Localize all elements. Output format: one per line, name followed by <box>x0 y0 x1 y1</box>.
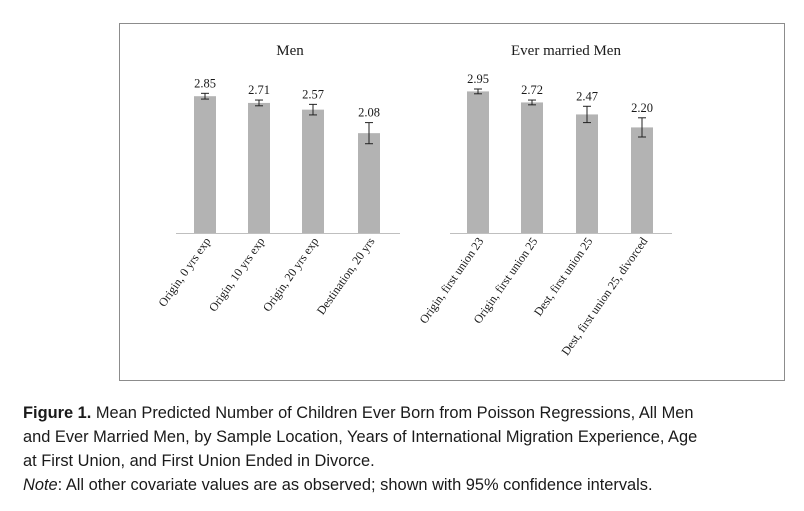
caption-note: Note: All other covariate values are as … <box>23 473 798 497</box>
data-label: 2.85 <box>194 76 216 90</box>
bar <box>248 102 270 233</box>
bar <box>576 114 598 233</box>
figure-label: Figure 1. <box>23 404 92 422</box>
bar <box>302 109 324 233</box>
bar <box>467 91 489 234</box>
note-text: : All other covariate values are as obse… <box>57 476 653 494</box>
data-label: 2.72 <box>521 83 543 97</box>
caption-text-1: Mean Predicted Number of Children Ever B… <box>91 404 694 422</box>
data-label: 2.08 <box>358 106 380 120</box>
figure-caption: Figure 1. Mean Predicted Number of Child… <box>23 401 798 497</box>
caption-line-3: at First Union, and First Union Ended in… <box>23 452 375 470</box>
data-label: 2.71 <box>248 83 270 97</box>
category-label: Destination, 20 yrs <box>314 234 378 317</box>
category-label: Origin, 0 yrs exp <box>155 235 213 310</box>
data-label: 2.95 <box>467 72 489 86</box>
bar <box>521 102 543 233</box>
bar <box>631 127 653 233</box>
category-label: Dest, first union 25 <box>531 235 596 319</box>
data-label: 2.47 <box>576 89 598 103</box>
category-label: Origin, 20 yrs exp <box>260 235 322 315</box>
chart-frame: Men 2.85 Origin, 0 yrs exp 2.71 Origin, 10 y… <box>119 23 785 381</box>
caption-line-2: and Ever Married Men, by Sample Location… <box>23 428 698 446</box>
bar-chart: Men 2.85 Origin, 0 yrs exp 2.71 Origin, 10 y… <box>155 43 672 358</box>
note-label: Note <box>23 476 58 494</box>
bar <box>194 96 216 233</box>
bar <box>358 133 380 233</box>
data-label: 2.57 <box>302 87 324 101</box>
group-title: Men <box>276 43 304 59</box>
data-label: 2.20 <box>631 101 653 115</box>
caption-line-1: Figure 1. Mean Predicted Number of Child… <box>23 401 798 425</box>
group-title: Ever married Men <box>511 43 621 59</box>
category-label: Origin, 10 yrs exp <box>206 235 268 315</box>
